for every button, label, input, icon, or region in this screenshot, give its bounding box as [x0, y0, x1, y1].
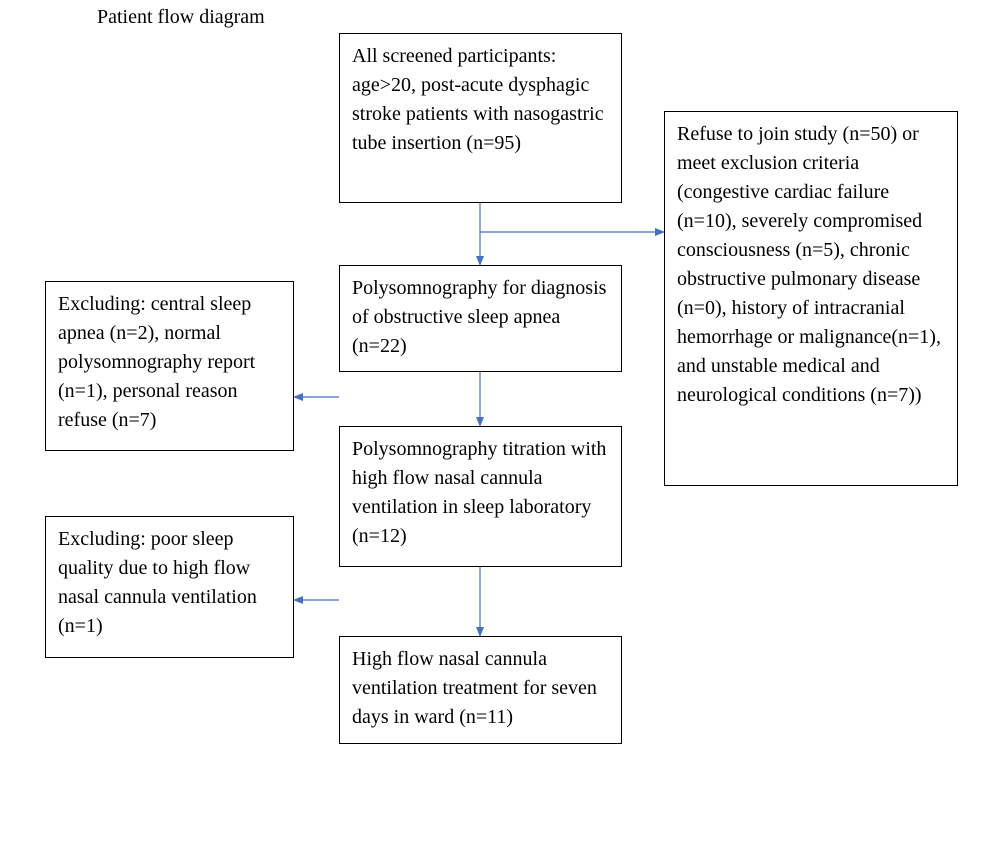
node-psg_titration: Polysomnography titration with high flow…	[339, 426, 622, 567]
node-excl_left1: Excluding: central sleep apnea (n=2), no…	[45, 281, 294, 451]
node-exclusion_right: Refuse to join study (n=50) or meet excl…	[664, 111, 958, 486]
diagram-title: Patient flow diagram	[97, 6, 265, 29]
flowchart-canvas: Patient flow diagram All screened partic…	[0, 0, 1001, 849]
node-treatment: High flow nasal cannula ventilation trea…	[339, 636, 622, 744]
node-screened: All screened participants: age>20, post-…	[339, 33, 622, 203]
node-excl_left2: Excluding: poor sleep quality due to hig…	[45, 516, 294, 658]
node-psg_dx: Polysomnography for diagnosis of obstruc…	[339, 265, 622, 372]
